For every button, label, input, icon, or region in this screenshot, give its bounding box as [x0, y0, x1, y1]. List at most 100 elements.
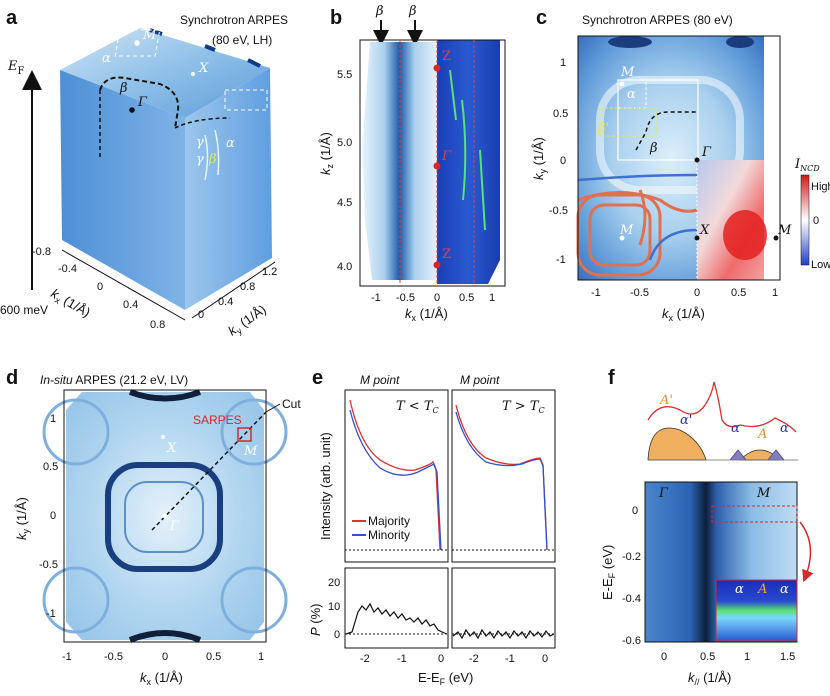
f-x-ticks: 0 0.5 1 1.5 — [661, 651, 795, 663]
b-z-dot-top — [433, 64, 441, 72]
f-alpha2-label: α — [780, 421, 789, 436]
kx-tick: -0.8 — [32, 246, 51, 258]
panel-d: d In-situ ARPES (21.2 eV, LV) Cut SARPES… — [6, 367, 301, 687]
kx-tick: -0.4 — [58, 263, 77, 275]
f-Aprime-label: A' — [659, 393, 673, 408]
d-ylabel: ky (1/Å) — [14, 497, 31, 540]
panel-d-letter: d — [6, 367, 18, 389]
e-p-ytick: 0 — [334, 629, 340, 641]
c-orange-contour-side — [638, 189, 647, 246]
c-orange-contour-top — [577, 191, 698, 213]
d-circle-tl — [42, 398, 110, 466]
c-blue-contour-top — [577, 173, 698, 182]
d-xtick: 0 — [162, 651, 168, 663]
f-inset-A: A — [757, 582, 767, 597]
c-ytick: 1 — [560, 57, 566, 69]
b-beta-label-2: β — [408, 4, 417, 19]
cube-alpha-label: α — [102, 51, 111, 66]
e-xtick: -2 — [360, 653, 370, 665]
d-X-label: X — [166, 441, 177, 456]
c-xtick: -1 — [591, 287, 601, 299]
e-top-left-frame — [344, 389, 449, 563]
c-beta-label: β — [649, 141, 658, 156]
c-cbar-low: Low — [811, 259, 830, 271]
panel-c: c Synchrotron ARPES (80 eV) M α β' β Γ X… — [531, 7, 830, 323]
kx-tick: 0.8 — [150, 319, 165, 331]
b-xtick: -0.5 — [396, 292, 415, 304]
panel-d-title: In-situ ARPES (21.2 eV, LV) — [40, 373, 188, 387]
c-m-bottom-dot — [619, 235, 625, 241]
e-x-ticks: -2 -1 0 -2 -1 0 — [360, 653, 548, 665]
e-p-ytick: 10 — [328, 601, 340, 613]
e-legend-majority: Majority — [368, 514, 410, 528]
c-orange-contour-inner — [588, 203, 652, 267]
d-circle-tr — [220, 398, 288, 466]
f-inset-alpha2: α — [780, 582, 789, 597]
f-peak-A-prime-fill — [647, 427, 707, 461]
b-ylabel: kz (1/Å) — [318, 132, 335, 175]
d-ytick: 1 — [50, 413, 56, 425]
c-frame — [577, 35, 781, 281]
c-white-box — [617, 79, 699, 161]
ky-tick: 0.4 — [218, 296, 233, 308]
panel-a-letter: a — [6, 7, 18, 29]
f-mdc-red — [647, 381, 797, 433]
panel-c-title: Synchrotron ARPES (80 eV) — [582, 13, 733, 27]
c-ncd-red-blob — [723, 210, 767, 260]
e-left-cond: T < TC — [396, 399, 439, 415]
e-ylabel-bottom: P (%) — [308, 603, 323, 636]
d-ytick: -0.5 — [39, 559, 58, 571]
c-xtick: 0 — [694, 287, 700, 299]
c-betaprime-box — [599, 107, 657, 137]
d-xtick: 0.5 — [206, 651, 221, 663]
e-bottom-right-frame — [451, 567, 556, 649]
panel-a-title: Synchrotron ARPES — [180, 13, 288, 27]
e-xtick: -1 — [397, 653, 407, 665]
m-box-right — [224, 89, 268, 111]
ky-tick: 0 — [198, 309, 204, 321]
e-top-right-frame — [451, 389, 556, 563]
panel-b-letter: b — [330, 7, 342, 29]
c-xlabel: kx (1/Å) — [662, 306, 705, 323]
ky-tick: 1.2 — [262, 266, 277, 278]
c-ytick: 0 — [560, 155, 566, 167]
kx-axis: -0.8 -0.4 0 0.4 0.8 kx (1/Å) — [32, 246, 186, 331]
e-right-cond: T > TC — [502, 399, 545, 415]
b-ytick: 4.5 — [337, 197, 352, 209]
cube-left-face — [60, 70, 185, 310]
ky-axis-line — [191, 261, 276, 319]
kx-tick: 0 — [97, 281, 103, 293]
e-p-ytick: 20 — [328, 577, 340, 589]
c-gamma-dot — [694, 157, 700, 163]
c-ytick: -1 — [556, 254, 566, 266]
c-M3-label: M — [619, 223, 634, 238]
cube-alpha2-label: α — [226, 136, 235, 151]
f-G-label: Γ — [658, 486, 669, 501]
e-legend-minority: Minority — [368, 528, 410, 542]
b-green-bands — [449, 69, 486, 231]
c-m-right-dot — [773, 235, 779, 241]
kx-axis-label: kx (1/Å) — [48, 286, 94, 322]
e-left-title: M point — [360, 373, 400, 387]
f-xtick: 1 — [744, 651, 750, 663]
d-G-label: Γ — [169, 519, 180, 534]
beta-contour — [99, 76, 180, 129]
d-cut-label: Cut — [282, 397, 301, 411]
f-ytick: 0 — [632, 505, 638, 517]
d-x-ticks: -1 -0.5 0 0.5 1 — [62, 651, 264, 663]
f-ytick: -0.6 — [622, 635, 641, 647]
energy-bottom-label: 600 meV — [0, 303, 48, 317]
d-dark-band-bottom — [128, 630, 202, 643]
c-x-ticks: -1 -0.5 0 0.5 1 — [591, 287, 778, 299]
f-alpha-fills — [729, 449, 785, 461]
c-y-ticks: 1 0.5 0 -0.5 -1 — [549, 57, 568, 266]
b-beta-label-1: β — [375, 4, 384, 19]
f-alpha1-label: α — [731, 421, 740, 436]
x-point-dot — [191, 72, 195, 76]
e-left-majority-curve — [349, 399, 441, 551]
e-ylabel-top: Intensity (arb. unit) — [318, 432, 333, 540]
d-M-label: M — [243, 444, 258, 459]
cube-gamma2-label: γ — [196, 152, 204, 167]
panel-a: a Synchrotron ARPES (80 eV, LH) EF 600 m… — [0, 7, 288, 338]
cube-side-bands — [204, 129, 220, 181]
